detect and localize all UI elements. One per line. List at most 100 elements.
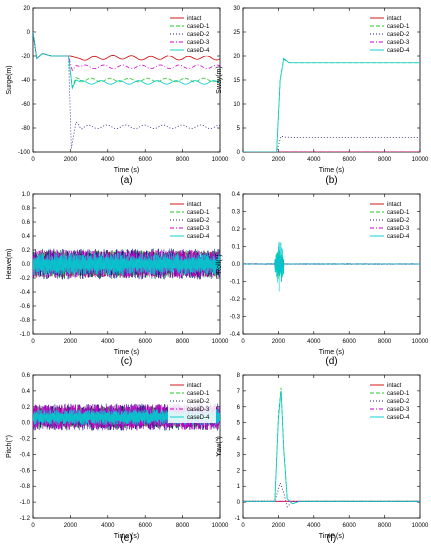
y-tick-label: 1 xyxy=(237,484,241,490)
y-axis-label: Roll(°) xyxy=(215,254,223,274)
y-tick-label: 0.1 xyxy=(232,245,241,251)
x-axis-label: Time (s) xyxy=(319,167,344,174)
x-tick-label: 0 xyxy=(31,523,35,529)
legend-label-intact: intact xyxy=(187,383,202,389)
x-tick-label: 0 xyxy=(241,339,245,345)
x-tick-label: 4000 xyxy=(101,157,115,163)
y-tick-label: -0.4 xyxy=(20,452,31,458)
legend-label-caseD-3: caseD-3 xyxy=(187,407,210,413)
y-tick-label: 0.2 xyxy=(232,227,241,233)
x-tick-label: 6000 xyxy=(139,157,153,163)
legend: intact caseD-1 caseD-2 caseD-3 caseD-4 xyxy=(368,12,416,56)
y-tick-label: -0.2 xyxy=(20,437,31,443)
y-tick-label: -40 xyxy=(21,78,30,84)
x-tick-label: 4000 xyxy=(307,339,321,345)
x-tick-label: 6000 xyxy=(343,523,357,529)
x-tick-label: 4000 xyxy=(101,339,115,345)
legend-label-intact: intact xyxy=(387,202,402,208)
legend-label-caseD-1: caseD-1 xyxy=(387,24,410,30)
y-tick-label: 25 xyxy=(233,30,240,36)
legend-label-caseD-4: caseD-4 xyxy=(387,48,410,54)
y-axis-label: Yaw(°) xyxy=(215,436,223,457)
x-tick-label: 4000 xyxy=(307,523,321,529)
series-line-caseD-4 xyxy=(243,241,420,292)
x-tick-label: 2000 xyxy=(272,157,286,163)
x-tick-label: 2000 xyxy=(64,339,78,345)
panel-label: (b) xyxy=(325,175,337,186)
legend: intact caseD-1 caseD-2 caseD-3 caseD-4 xyxy=(168,198,216,242)
legend-label-caseD-2: caseD-2 xyxy=(187,218,210,224)
y-tick-label: 10 xyxy=(233,102,240,108)
x-axis-label: Time (s) xyxy=(319,349,344,356)
y-tick-label: 0.2 xyxy=(22,405,31,411)
y-tick-label: -0.2 xyxy=(230,297,241,303)
x-tick-label: 0 xyxy=(241,157,245,163)
legend-label-caseD-4: caseD-4 xyxy=(187,234,210,240)
x-tick-label: 2000 xyxy=(64,157,78,163)
y-tick-label: -0.6 xyxy=(20,468,31,474)
y-tick-label: -100 xyxy=(18,150,31,156)
x-axis-label: Time (s) xyxy=(114,349,139,356)
panel-label: (a) xyxy=(120,175,132,186)
x-tick-label: 2000 xyxy=(64,523,78,529)
y-tick-label: -0.8 xyxy=(20,484,31,490)
y-tick-label: 0.4 xyxy=(22,389,31,395)
y-tick-label: 0.6 xyxy=(22,373,31,379)
y-tick-label: 1.0 xyxy=(22,192,31,198)
x-tick-label: 6000 xyxy=(139,523,153,529)
y-tick-label: 7 xyxy=(237,389,241,395)
panel-e: 0 2000 4000 6000 8000 10000 -1.2 -1.0 -0.8 -0.6 -0… xyxy=(5,373,229,544)
legend-label-caseD-3: caseD-3 xyxy=(387,40,410,46)
x-tick-label: 0 xyxy=(241,523,245,529)
legend-label-caseD-1: caseD-1 xyxy=(187,210,210,216)
legend-label-caseD-1: caseD-1 xyxy=(387,391,410,397)
panel-label: (e) xyxy=(120,533,132,544)
y-tick-label: 0.4 xyxy=(22,234,31,240)
y-tick-label: 0.0 xyxy=(22,262,31,268)
x-tick-label: 6000 xyxy=(343,157,357,163)
y-axis-label: Sway(m) xyxy=(216,66,223,94)
legend-label-intact: intact xyxy=(387,383,402,389)
y-tick-label: 0.8 xyxy=(22,206,31,212)
x-tick-label: 10000 xyxy=(412,523,429,529)
x-axis-label: Time (s) xyxy=(319,533,344,540)
panel-c: 0 2000 4000 6000 8000 10000 -1.0 -0.8 -0.6 -0.4 -0… xyxy=(6,192,229,367)
legend-label-caseD-3: caseD-3 xyxy=(387,407,410,413)
legend-label-caseD-1: caseD-1 xyxy=(387,210,410,216)
legend: intact caseD-1 caseD-2 caseD-3 caseD-4 xyxy=(368,198,416,242)
series-group xyxy=(33,31,220,149)
legend-label-caseD-2: caseD-2 xyxy=(387,218,410,224)
y-tick-label: 8 xyxy=(237,373,241,379)
x-tick-label: 8000 xyxy=(378,157,392,163)
y-tick-label: -1.0 xyxy=(20,500,31,506)
y-tick-label: 20 xyxy=(233,54,240,60)
y-tick-label: 3 xyxy=(237,452,241,458)
y-tick-label: 0.3 xyxy=(232,210,241,216)
y-tick-label: -0.4 xyxy=(230,332,241,338)
legend-label-intact: intact xyxy=(387,16,402,22)
y-tick-label: -80 xyxy=(21,126,30,132)
y-tick-label: 0.0 xyxy=(22,421,31,427)
y-tick-label: -60 xyxy=(21,102,30,108)
legend-label-caseD-3: caseD-3 xyxy=(187,40,210,46)
panel-a: 0 2000 4000 6000 8000 10000 -100 -80 -60 -40 -20 0 2… xyxy=(6,6,229,186)
panel-b: 0 2000 4000 6000 8000 10000 0 5 10 15 20 25 30 Time (… xyxy=(216,6,429,186)
legend-label-caseD-3: caseD-3 xyxy=(187,226,210,232)
x-axis-label: Time (s) xyxy=(114,533,139,540)
y-axis-label: Pitch(°) xyxy=(5,435,13,458)
legend-label-intact: intact xyxy=(187,202,202,208)
panel-label: (f) xyxy=(327,533,336,544)
y-tick-label: 0 xyxy=(237,150,241,156)
x-tick-label: 8000 xyxy=(176,523,190,529)
series-line-caseD-4 xyxy=(243,390,420,505)
x-tick-label: 0 xyxy=(31,157,35,163)
x-tick-label: 8000 xyxy=(176,157,190,163)
y-tick-label: 15 xyxy=(233,78,240,84)
series-line-caseD-2 xyxy=(33,31,220,149)
x-axis-label: Time (s) xyxy=(114,167,139,174)
legend-label-caseD-3: caseD-3 xyxy=(387,226,410,232)
panel-d: 0 2000 4000 6000 8000 10000-0.4-0.3-0.2-0.10.… xyxy=(215,192,429,367)
series-group xyxy=(243,387,420,508)
y-tick-label: -0.1 xyxy=(230,280,241,286)
